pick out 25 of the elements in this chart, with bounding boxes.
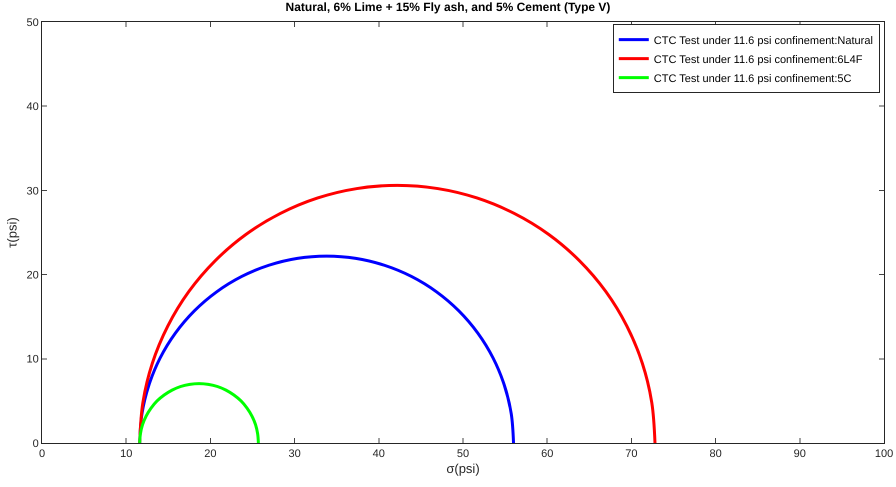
x-tick-label: 100 <box>874 448 894 460</box>
chart-title: Natural, 6% Lime + 15% Fly ash, and 5% Cement (Type V) <box>286 0 610 14</box>
line-series <box>138 184 656 443</box>
legend-label: CTC Test under 11.6 psi confinement:5C <box>654 72 852 85</box>
x-axis-title: σ(psi) <box>446 460 480 476</box>
line-series <box>138 254 516 443</box>
x-tick-label: 10 <box>120 448 132 460</box>
y-tick-label: 50 <box>26 16 39 29</box>
y-axis-title: τ(psi) <box>4 217 20 248</box>
x-tick-label: 70 <box>625 448 638 460</box>
x-tick-label: 40 <box>372 448 385 460</box>
line-series <box>138 382 260 443</box>
x-tick-label: 20 <box>204 448 217 460</box>
legend-label: CTC Test under 11.6 psi confinement:Natural <box>654 34 873 47</box>
x-tick-label: 80 <box>709 448 722 460</box>
y-tick-label: 30 <box>26 185 39 198</box>
x-tick-label: 50 <box>456 448 470 460</box>
y-tick-label: 10 <box>26 354 39 366</box>
x-tick-label: 30 <box>288 448 301 460</box>
x-tick-label: 60 <box>541 448 554 460</box>
x-tick-label: 90 <box>794 448 806 460</box>
y-tick-label: 40 <box>26 101 39 114</box>
y-tick-label: 0 <box>32 438 39 450</box>
y-tick-label: 20 <box>26 269 39 282</box>
legend-label: CTC Test under 11.6 psi confinement:6L4F <box>654 54 863 66</box>
